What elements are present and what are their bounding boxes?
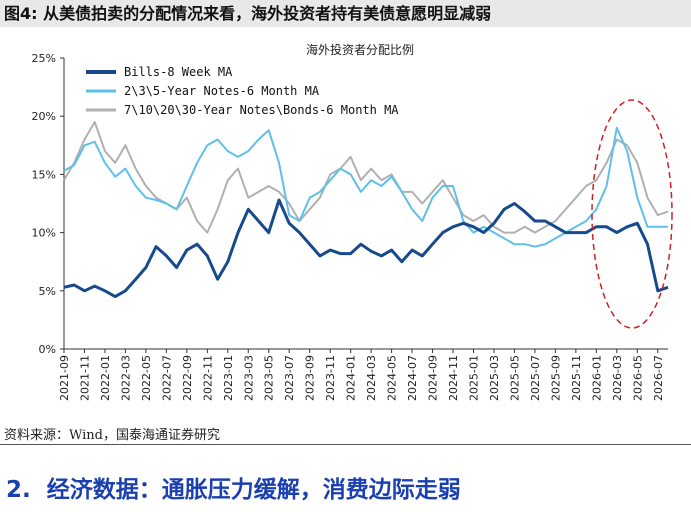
chart-legend: Bills-8 Week MA 2\3\5-Year Notes-6 Month …: [86, 65, 399, 117]
y-tick-label: 25%: [32, 52, 56, 65]
chart-series-group: [63, 121, 669, 299]
legend-label-bonds: 7\10\20\30-Year Notes\Bonds-6 Month MA: [124, 103, 399, 117]
y-tick-label: 5%: [39, 285, 56, 298]
x-tick-label: 2024-05: [386, 355, 399, 401]
x-tick-label: 2022-01: [99, 355, 112, 401]
x-tick-label: 2022-05: [140, 355, 153, 401]
x-tick-label: 2023-05: [263, 355, 276, 401]
figure-label: 图4:: [4, 4, 38, 23]
x-tick-label: 2025-09: [549, 355, 562, 401]
x-tick-label: 2025-07: [529, 355, 542, 401]
chart-title: 海外投资者分配比例: [306, 42, 414, 57]
legend-label-notes: 2\3\5-Year Notes-6 Month MA: [124, 84, 320, 98]
line-chart: 海外投资者分配比例 0% 5% 10% 15% 20% 25% 2021-09 2021-11…: [32, 42, 673, 401]
y-tick-label: 20%: [32, 110, 56, 123]
x-tick-label: 2026-03: [611, 355, 624, 401]
legend-label-bills: Bills-8 Week MA: [124, 65, 233, 79]
x-tick-label: 2023-03: [242, 355, 255, 401]
series-line-notes: [63, 126, 668, 248]
x-tick-label: 2024-01: [345, 355, 358, 401]
x-tick-label: 2025-05: [508, 355, 521, 401]
x-tick-label: 2024-03: [365, 355, 378, 401]
x-tick-label: 2024-09: [427, 355, 440, 401]
figure-title-bar: 图4: 从美债拍卖的分配情况来看，海外投资者持有美债意愿明显减弱: [0, 0, 691, 27]
series-line-bonds: [63, 121, 669, 234]
x-tick-label: 2022-07: [160, 355, 173, 401]
x-tick-label: 2021-11: [78, 355, 91, 401]
x-tick-label: 2023-07: [283, 355, 296, 401]
x-tick-label: 2025-01: [467, 355, 480, 401]
section-title: 经济数据：通胀压力缓解，消费边际走弱: [46, 477, 461, 503]
section-number: 2.: [6, 477, 31, 503]
x-tick-label: 2024-07: [406, 355, 419, 401]
x-tick-label: 2023-11: [324, 355, 337, 401]
divider: [0, 444, 691, 445]
x-tick-label: 2026-05: [631, 355, 644, 401]
y-tick-label: 0%: [39, 343, 56, 356]
chart-axes: 0% 5% 10% 15% 20% 25% 2021-09 2021-11 2022-01 202…: [32, 52, 668, 401]
source-note: 资料来源：Wind，国泰海通证券研究: [4, 428, 220, 443]
x-tick-label: 2025-11: [570, 355, 583, 401]
series-line-bills: [63, 198, 669, 299]
y-tick-label: 15%: [32, 168, 56, 181]
x-tick-label: 2024-11: [447, 355, 460, 401]
section-heading: 2. 经济数据：通胀压力缓解，消费边际走弱: [6, 470, 461, 504]
x-tick-label: 2026-07: [652, 355, 665, 401]
highlight-ellipse: [591, 99, 673, 329]
x-tick-label: 2026-01: [590, 355, 603, 401]
x-tick-label: 2023-09: [304, 355, 317, 401]
x-tick-label: 2025-03: [488, 355, 501, 401]
x-tick-label: 2022-09: [181, 355, 194, 401]
x-tick-label: 2022-03: [119, 355, 132, 401]
x-tick-label: 2023-01: [222, 355, 235, 401]
x-tick-label: 2021-09: [58, 355, 71, 401]
y-tick-label: 10%: [32, 227, 56, 240]
x-tick-label: 2022-11: [201, 355, 214, 401]
figure-title: 从美债拍卖的分配情况来看，海外投资者持有美债意愿明显减弱: [43, 4, 492, 23]
